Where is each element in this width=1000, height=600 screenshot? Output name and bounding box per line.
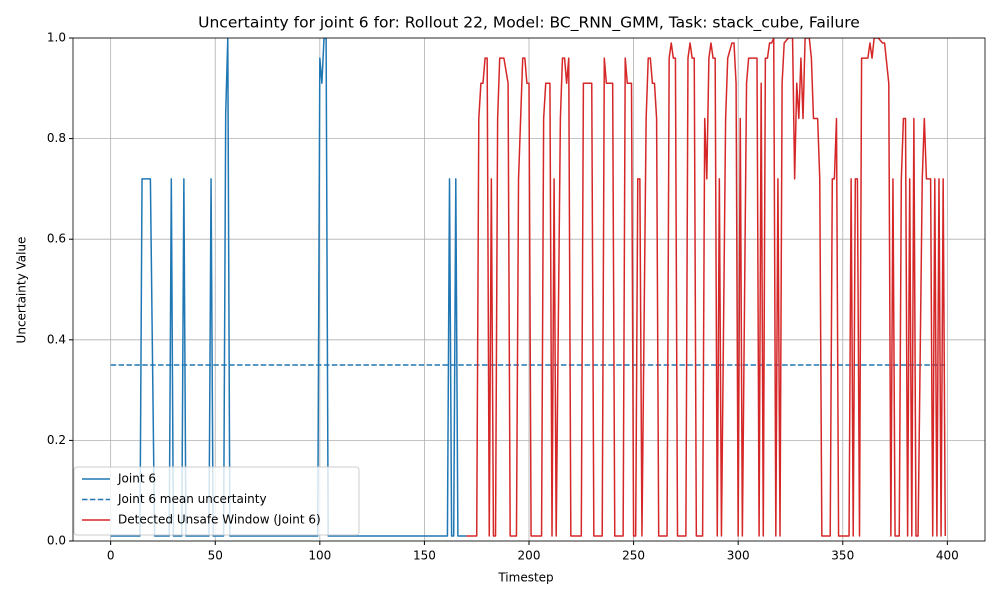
legend-box xyxy=(73,466,360,536)
x-axis-label: Timestep xyxy=(497,571,553,585)
y-tick-label: 0.8 xyxy=(47,131,66,145)
legend-label: Detected Unsafe Window (Joint 6) xyxy=(118,513,321,527)
x-tick-label: 200 xyxy=(518,549,541,563)
x-tick-label: 350 xyxy=(831,549,854,563)
x-tick-label: 0 xyxy=(107,549,115,563)
x-tick-label: 100 xyxy=(308,549,331,563)
x-tick-label: 250 xyxy=(622,549,645,563)
legend-label: Joint 6 xyxy=(117,472,156,486)
plot-frame xyxy=(72,37,986,542)
y-tick-label: 0.0 xyxy=(47,534,66,548)
series-line xyxy=(466,38,947,537)
x-tick-label: 300 xyxy=(727,549,750,563)
plot xyxy=(110,38,947,537)
x-tick-label: 400 xyxy=(936,549,959,563)
y-axis-label: Uncertainty Value xyxy=(15,237,29,344)
x-tick-label: 50 xyxy=(208,549,223,563)
legend-label: Joint 6 mean uncertainty xyxy=(117,492,267,506)
chart-title: Uncertainty for joint 6 for: Rollout 22,… xyxy=(198,14,860,33)
series-line xyxy=(110,38,467,537)
y-tick-label: 0.4 xyxy=(47,332,66,346)
y-tick-label: 0.2 xyxy=(47,433,66,447)
y-tick-label: 0.6 xyxy=(47,232,66,246)
x-tick-label: 150 xyxy=(413,549,436,563)
y-tick-label: 1.0 xyxy=(47,31,66,45)
